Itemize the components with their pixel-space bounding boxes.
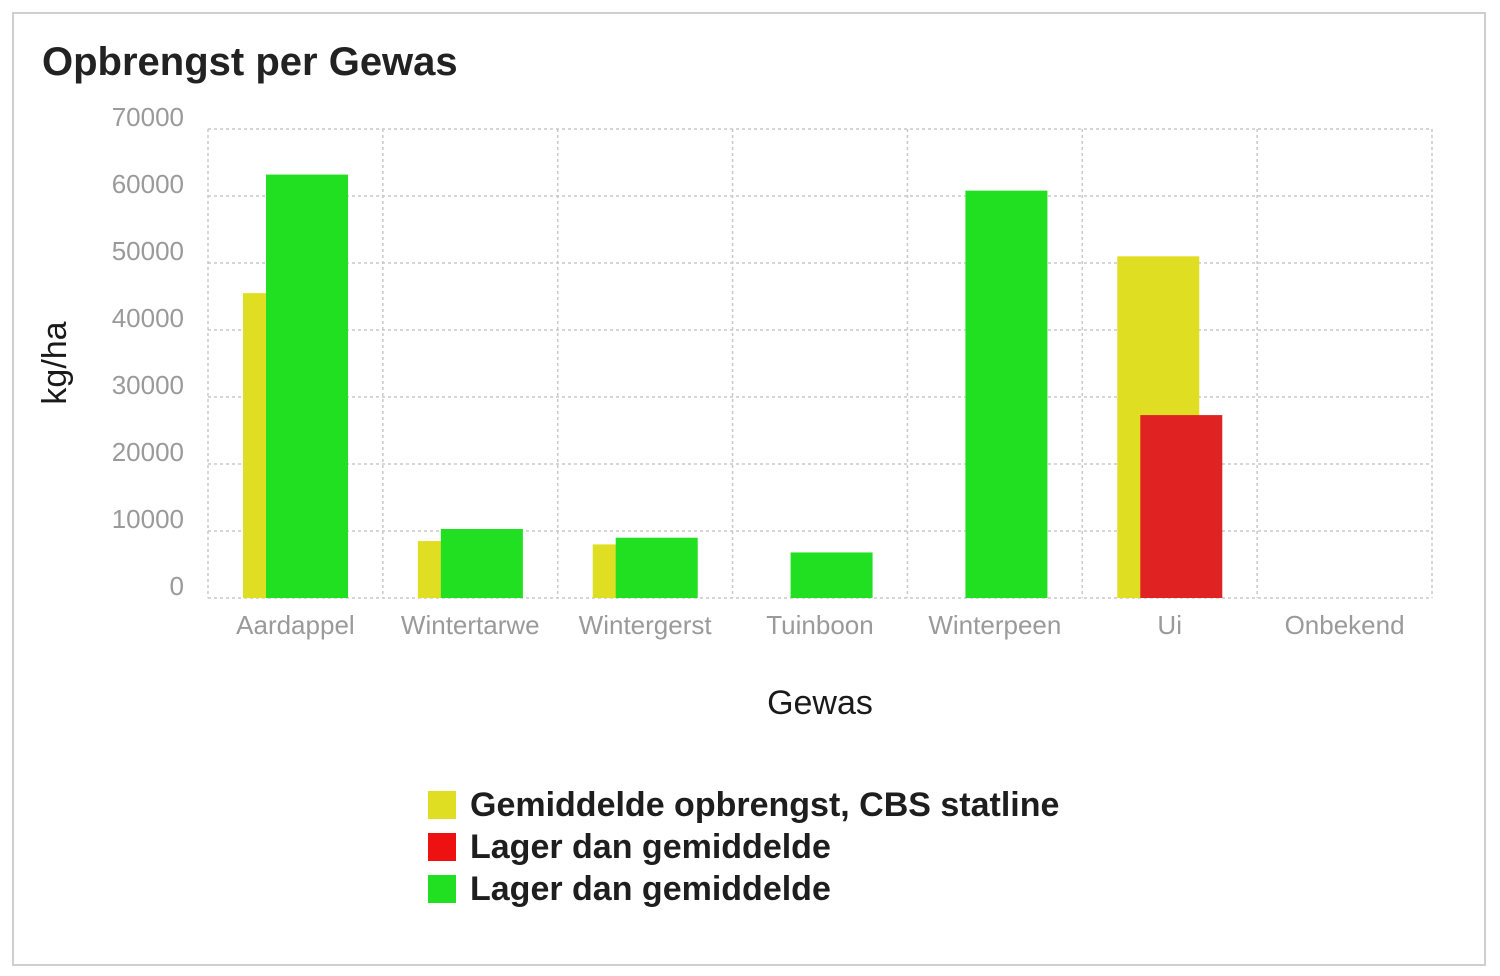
x-tick-label: Wintertarwe [401, 610, 540, 640]
legend: Gemiddelde opbrengst, CBS statline Lager… [428, 784, 1059, 910]
bar-yield-wintertarwe [441, 529, 523, 598]
bar-yield-ui [1140, 415, 1222, 598]
y-tick-label: 30000 [112, 370, 184, 400]
legend-label-average: Gemiddelde opbrengst, CBS statline [470, 786, 1059, 825]
legend-swatch-average [428, 791, 456, 819]
y-tick-label: 70000 [112, 102, 184, 132]
y-tick-label: 60000 [112, 169, 184, 199]
y-tick-label: 0 [170, 571, 184, 601]
y-tick-label: 50000 [112, 236, 184, 266]
bar-yield-tuinboon [791, 552, 873, 598]
y-tick-label: 40000 [112, 303, 184, 333]
bar-yield-wintergerst [616, 538, 698, 598]
x-axis-title: Gewas [767, 684, 873, 722]
x-tick-label: Winterpeen [928, 610, 1061, 640]
legend-swatch-below-red [428, 833, 456, 861]
legend-label-below-red: Lager dan gemiddelde [470, 828, 831, 867]
legend-label-below-green: Lager dan gemiddelde [470, 870, 831, 909]
y-tick-label: 20000 [112, 437, 184, 467]
y-tick-label: 10000 [112, 504, 184, 534]
x-tick-label: Onbekend [1285, 610, 1405, 640]
y-axis-ticks: 0 10000 20000 30000 40000 50000 60000 70000 [112, 102, 184, 601]
x-tick-label: Tuinboon [766, 610, 873, 640]
x-axis-ticks: Aardappel Wintertarwe Wintergerst Tuinboon W… [236, 610, 1404, 640]
legend-item-average: Gemiddelde opbrengst, CBS statline [428, 784, 1059, 826]
bar-yield-aardappel [266, 175, 348, 598]
legend-swatch-below-green [428, 875, 456, 903]
x-tick-label: Ui [1157, 610, 1182, 640]
legend-item-below-red: Lager dan gemiddelde [428, 826, 1059, 868]
x-tick-label: Aardappel [236, 610, 355, 640]
bar-yield-winterpeen [965, 191, 1047, 598]
grid-lines [208, 129, 1432, 598]
y-axis-title: kg/ha [36, 321, 74, 404]
legend-item-below-green: Lager dan gemiddelde [428, 868, 1059, 910]
x-tick-label: Wintergerst [579, 610, 713, 640]
